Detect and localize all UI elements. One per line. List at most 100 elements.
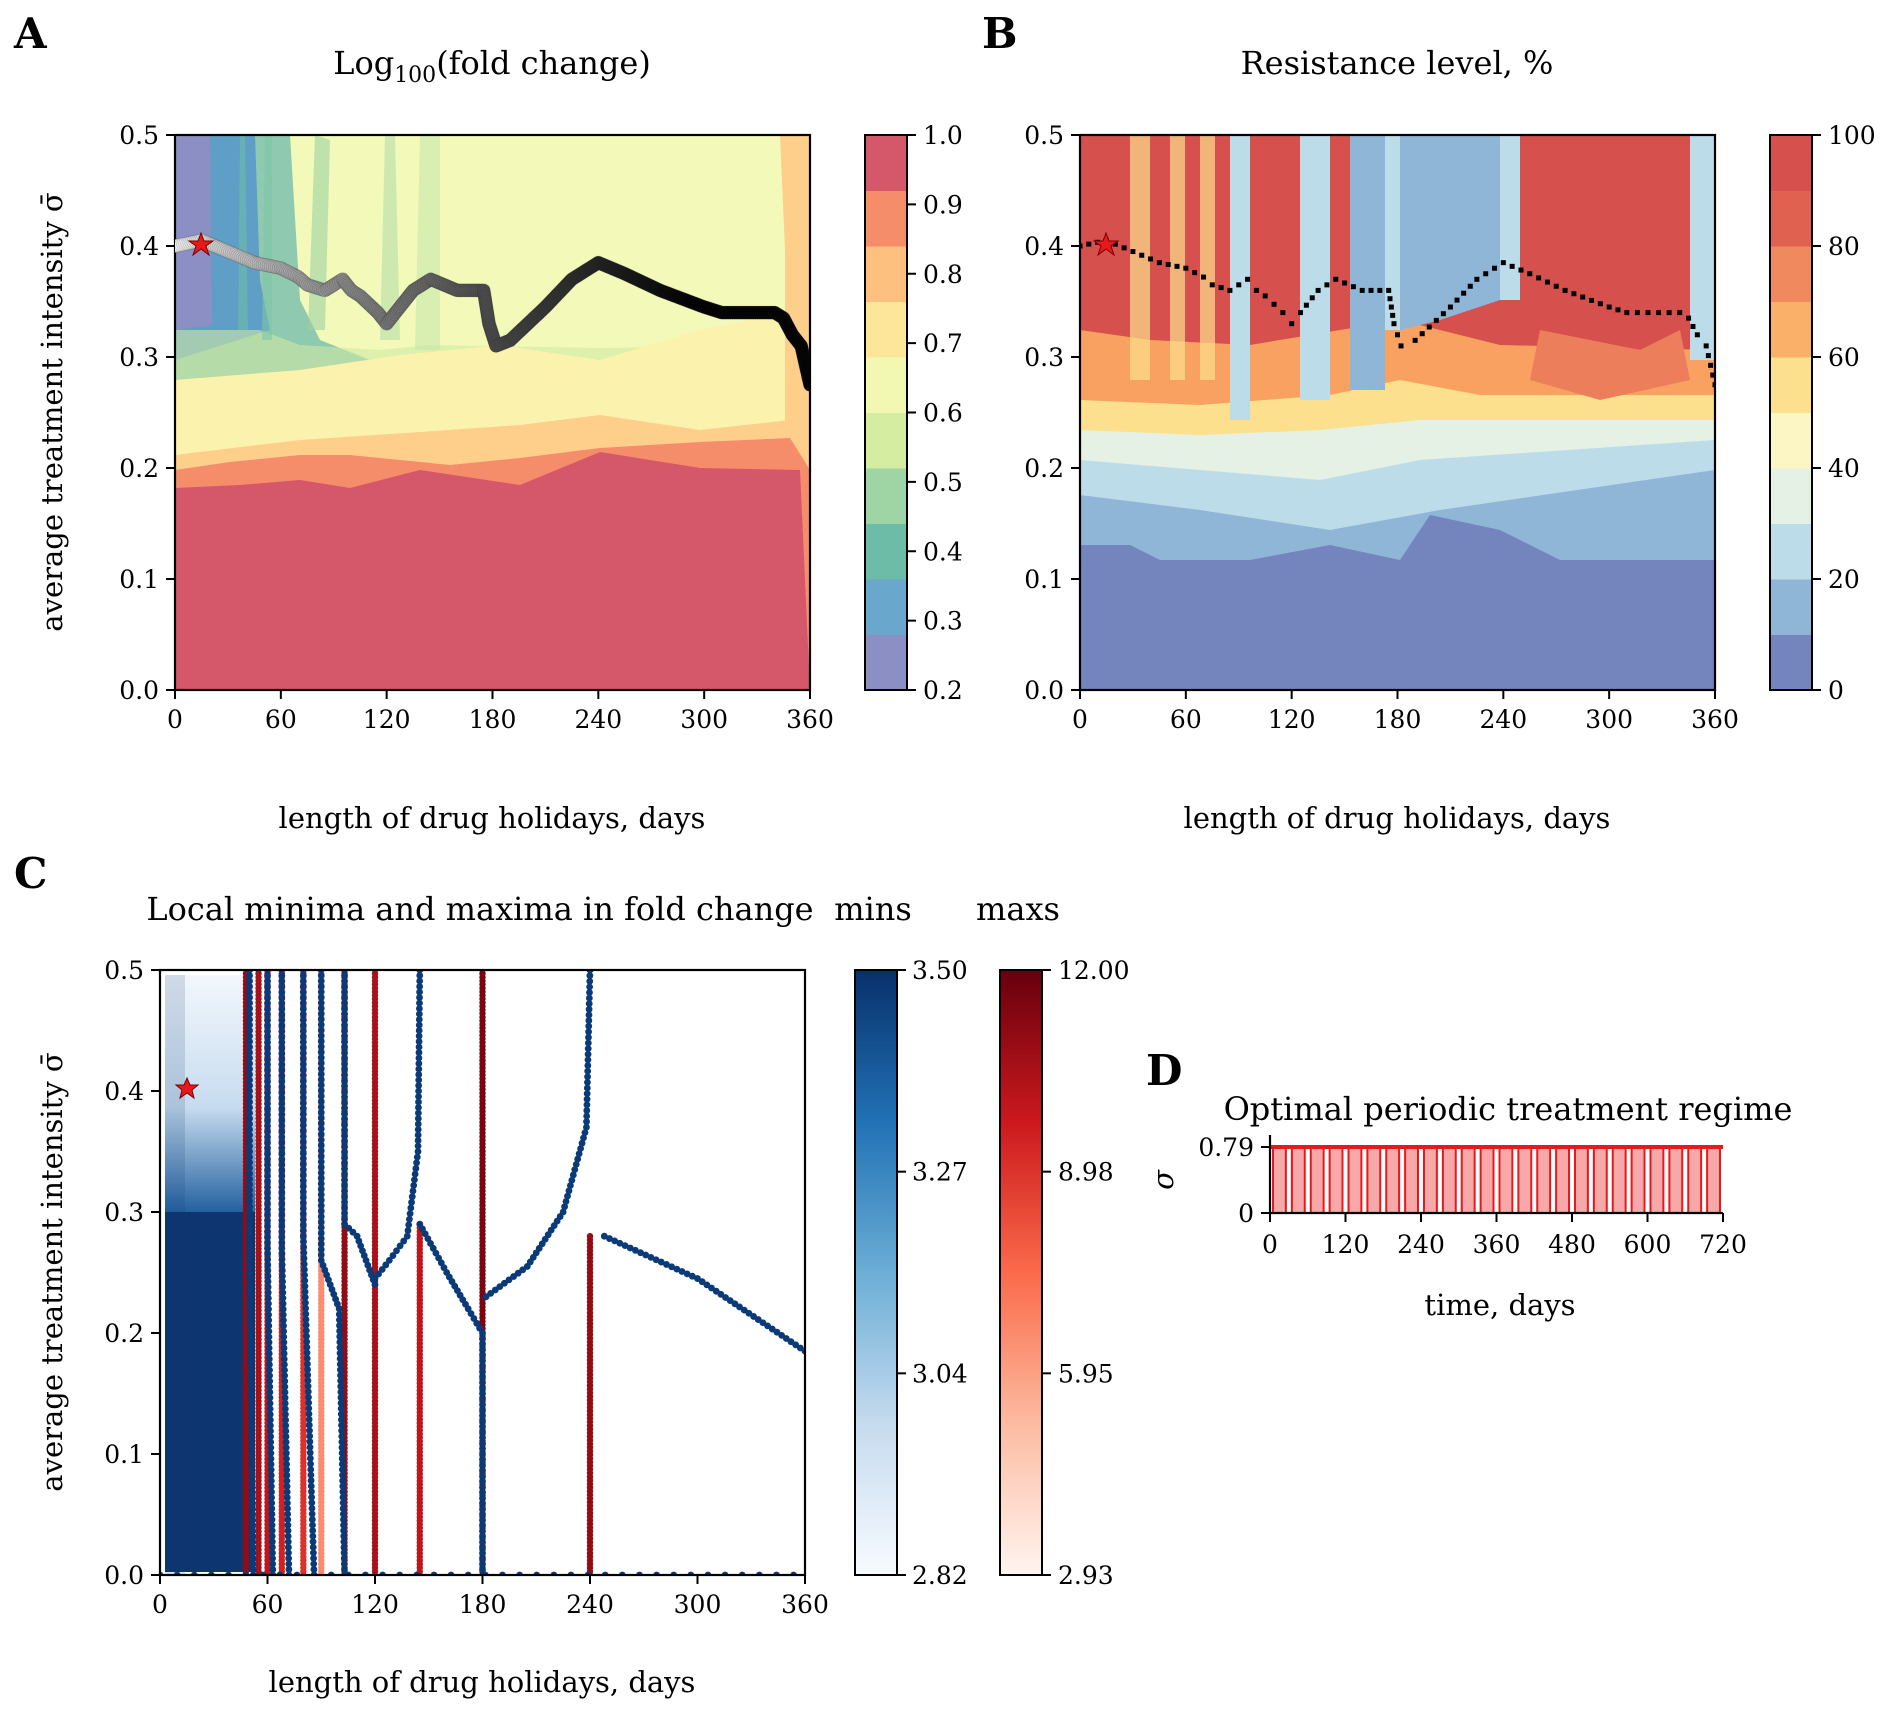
min-point — [309, 1532, 317, 1540]
colorbar-band — [1770, 190, 1812, 247]
min-point — [299, 1177, 307, 1185]
min-point — [267, 1466, 275, 1474]
min-point — [281, 1372, 289, 1380]
min-point — [416, 1005, 423, 1012]
optimum-path-point — [1398, 343, 1404, 349]
min-point — [578, 1139, 586, 1147]
min-point — [299, 1049, 307, 1057]
min-point — [349, 1228, 357, 1236]
x-tick-label: 60 — [252, 1590, 284, 1619]
min-point — [264, 1116, 271, 1124]
optimum-path-point — [1677, 310, 1683, 316]
min-point — [479, 1329, 486, 1337]
min-point — [405, 1221, 413, 1229]
min-point — [585, 1017, 593, 1024]
min-point — [307, 1460, 314, 1468]
min-point — [267, 1460, 275, 1468]
colorbar-tick-label: 12.00 — [1058, 956, 1130, 985]
min-point — [479, 1423, 486, 1430]
min-point — [264, 1155, 271, 1163]
min-point — [278, 1267, 286, 1274]
min-point — [268, 1494, 275, 1501]
min-point — [482, 1293, 490, 1301]
min-point — [248, 1423, 255, 1430]
min-point — [249, 1555, 257, 1562]
colorbar-tick-label: 5.95 — [1058, 1359, 1114, 1388]
min-point — [317, 1147, 325, 1155]
colorbar-tick-label: 40 — [1828, 454, 1860, 483]
min-point — [340, 1554, 348, 1562]
min-point — [264, 972, 271, 979]
x-tick-label: 120 — [351, 1590, 399, 1619]
min-point — [278, 1161, 286, 1169]
colorbar-tick-label: 0.9 — [923, 190, 963, 219]
min-point — [341, 1043, 348, 1051]
min-point — [246, 1214, 253, 1221]
min-point — [264, 1083, 271, 1091]
min-point — [247, 1395, 255, 1403]
min-point — [246, 1060, 253, 1067]
min-point — [309, 1521, 316, 1529]
x-tick-label: 180 — [1374, 705, 1422, 734]
min-point — [303, 1354, 311, 1362]
optimum-path-point — [1309, 295, 1315, 301]
min-point — [479, 1406, 486, 1414]
min-point — [479, 1384, 486, 1392]
min-point — [479, 1340, 486, 1348]
x-tick-label: 60 — [1170, 705, 1202, 734]
min-point — [265, 1322, 273, 1330]
min-point — [299, 994, 307, 1002]
min-point — [264, 1100, 271, 1107]
min-point — [309, 1538, 317, 1546]
min-point — [264, 977, 271, 985]
min-point — [264, 1239, 271, 1247]
min-point — [337, 1377, 345, 1385]
x-tick-label: 360 — [1473, 1230, 1521, 1259]
min-point — [264, 1278, 272, 1285]
min-point — [336, 1333, 344, 1340]
min-point — [278, 1122, 286, 1130]
min-point — [341, 1049, 348, 1057]
panel-b-xlabel: length of drug holidays, days — [1184, 801, 1611, 835]
min-point — [264, 1066, 271, 1074]
min-point — [264, 1027, 271, 1035]
min-point — [279, 1300, 287, 1308]
min-point — [341, 1110, 348, 1118]
colorbar-band — [865, 246, 907, 302]
min-point — [285, 1560, 293, 1568]
min-point — [248, 1445, 256, 1452]
min-point — [264, 1077, 271, 1085]
optimum-path-point — [1527, 271, 1533, 277]
min-point — [269, 1566, 277, 1573]
colorbar-band — [1770, 523, 1812, 580]
y-tick-label: 0.5 — [104, 956, 144, 985]
min-point — [336, 1338, 344, 1346]
min-point — [278, 1128, 286, 1135]
min-point — [248, 1434, 255, 1441]
min-point — [264, 1011, 271, 1018]
min-point — [479, 1544, 486, 1551]
panel-d: D Optimal periodic treatment regime 0 120… — [1146, 1046, 1792, 1322]
min-point — [571, 1166, 579, 1174]
min-point — [336, 1366, 344, 1374]
panel-d-title: Optimal periodic treatment regime — [1224, 1090, 1793, 1128]
min-point — [246, 1236, 253, 1243]
pulse-bar — [1404, 1146, 1419, 1214]
y-tick-label: 0.2 — [1024, 454, 1064, 483]
min-point — [278, 1066, 286, 1074]
min-point — [246, 1219, 253, 1227]
colorbar-frame — [1769, 134, 1813, 691]
min-point — [339, 1499, 347, 1507]
min-point — [246, 1065, 253, 1073]
min-point — [265, 1355, 273, 1363]
min-point — [317, 1070, 325, 1078]
min-point — [341, 1137, 348, 1145]
min-point — [415, 1032, 423, 1040]
y-tick-label: 0.0 — [1024, 676, 1064, 705]
min-point — [278, 972, 286, 979]
min-point — [317, 1169, 325, 1177]
min-point — [406, 1210, 414, 1218]
min-point — [264, 1294, 272, 1302]
colorbar-band — [1770, 301, 1812, 358]
min-point — [302, 1305, 310, 1312]
